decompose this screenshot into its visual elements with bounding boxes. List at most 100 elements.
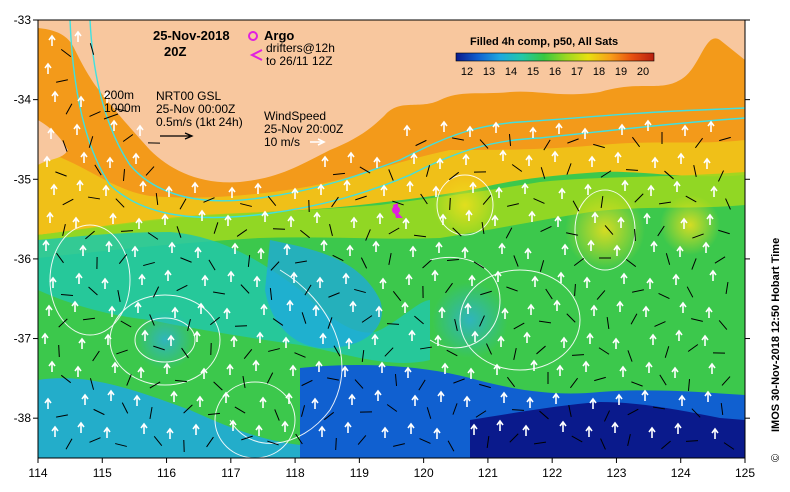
wind-arrow <box>260 303 268 315</box>
wind-arrow <box>710 185 718 197</box>
current-arrow <box>120 230 134 232</box>
current-arrow <box>323 411 335 421</box>
current-arrow <box>632 289 644 293</box>
wind-arrow <box>131 245 139 257</box>
wind-arrow <box>558 187 566 199</box>
wind-arrow <box>531 275 539 287</box>
current-arrow <box>213 381 223 391</box>
current-arrow <box>473 261 485 269</box>
current-arrow <box>604 410 610 422</box>
current-arrow <box>479 315 485 327</box>
current-arrow <box>692 233 704 239</box>
current-arrow <box>329 224 333 236</box>
x-tick-label: 114 <box>28 466 47 480</box>
wind-arrow <box>312 304 320 316</box>
wind-arrow <box>645 361 653 373</box>
wind-arrow <box>74 365 82 377</box>
wind-arrow <box>107 389 115 401</box>
current-arrow <box>419 346 433 350</box>
wind-arrow <box>553 299 561 311</box>
current-arrow <box>267 440 279 446</box>
current-arrow <box>446 349 458 357</box>
wind-arrow <box>701 334 709 346</box>
wind-arrow <box>711 427 719 439</box>
current-arrow <box>240 203 252 207</box>
wind-arrow <box>198 209 206 221</box>
current-arrow <box>625 169 639 171</box>
wind-arrow <box>590 304 598 316</box>
current-arrow <box>596 290 606 300</box>
wind-arrow <box>679 301 687 313</box>
wind-arrow <box>434 334 442 346</box>
wind-arrow <box>138 273 146 285</box>
current-arrow <box>413 234 427 238</box>
wind-arrow <box>350 216 358 228</box>
wind-arrow <box>254 182 262 194</box>
wind-arrow <box>677 152 685 164</box>
current-arrow <box>62 198 74 206</box>
wind-label-3: 10 m/s <box>264 135 300 149</box>
current-arrow <box>180 257 192 263</box>
wind-arrow <box>229 419 237 431</box>
wind-arrow <box>103 426 111 438</box>
current-arrow <box>365 229 371 241</box>
wind-arrow <box>134 301 142 313</box>
current-arrow <box>145 166 155 176</box>
current-arrow <box>533 198 545 204</box>
current-arrow <box>693 165 697 177</box>
current-arrow <box>247 254 251 268</box>
current-arrow <box>418 379 426 391</box>
current-arrow <box>213 222 219 234</box>
wind-arrow <box>44 397 52 409</box>
wind-arrow <box>290 271 298 283</box>
current-arrow <box>425 165 431 177</box>
wind-arrow <box>437 390 445 402</box>
current-arrow <box>718 170 724 182</box>
land-cape <box>38 120 68 165</box>
wind-arrow <box>407 422 415 434</box>
wind-arrow <box>584 183 592 195</box>
current-arrow <box>422 259 432 269</box>
argo-float-marker[interactable] <box>392 203 403 218</box>
x-tick-label: 120 <box>414 466 434 480</box>
wind-arrow <box>45 304 53 316</box>
current-arrow <box>594 376 606 382</box>
wind-arrow <box>494 270 502 282</box>
current-arrow <box>685 440 699 442</box>
colorbar-tick-label: 20 <box>637 66 649 78</box>
wind-arrow <box>410 152 418 164</box>
wind-arrow <box>646 277 654 289</box>
current-arrow <box>486 343 492 355</box>
wind-arrow <box>228 186 236 198</box>
wind-arrow <box>106 156 114 168</box>
copyright-symbol: © <box>770 454 782 462</box>
current-arrow <box>88 286 98 296</box>
wind-arrow <box>436 157 444 169</box>
wind-arrow <box>283 243 291 255</box>
wind-arrow <box>675 329 683 341</box>
current-label-3: 0.5m/s (1kt 24h) <box>156 115 243 129</box>
current-arrow <box>62 140 68 152</box>
wind-arrow <box>461 246 469 258</box>
current-arrow <box>327 377 339 381</box>
current-arrow <box>174 379 188 383</box>
wind-arrow <box>521 182 529 194</box>
wind-arrow <box>259 396 267 408</box>
wind-arrow <box>80 151 88 163</box>
wind-arrow <box>141 329 149 341</box>
current-arrow <box>543 139 551 151</box>
current-arrow <box>718 229 730 235</box>
x-tick-label: 119 <box>350 466 369 480</box>
colorbar-tick-label: 15 <box>527 66 539 78</box>
wind-arrow <box>491 214 499 226</box>
wind-arrow <box>529 126 537 138</box>
current-arrow <box>513 348 517 360</box>
wind-arrow <box>167 334 175 346</box>
y-axis: -33 -34 -35 -36 -37 -38 <box>14 13 750 425</box>
current-arrow <box>452 227 462 237</box>
wind-arrow <box>433 427 441 439</box>
current-arrow <box>634 193 644 203</box>
current-arrow <box>593 143 605 149</box>
wind-arrow <box>528 210 536 222</box>
current-arrow <box>301 379 313 387</box>
